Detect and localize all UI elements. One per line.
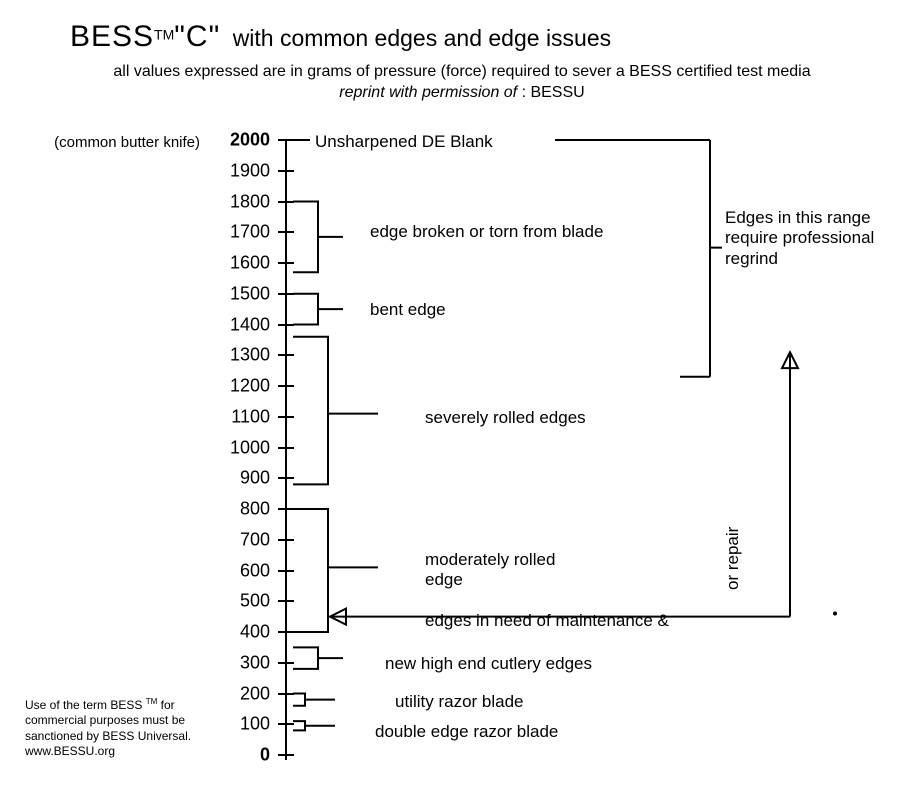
label-moderately-rolled: moderately rolled edge <box>425 550 555 591</box>
axis-tick-label: 200 <box>200 683 270 704</box>
axis-tick-label: 1600 <box>200 253 270 274</box>
axis-tick <box>278 754 294 756</box>
axis-tick <box>278 293 294 295</box>
axis-tick <box>278 477 294 479</box>
axis-tick <box>278 139 294 141</box>
axis-tick <box>278 539 294 541</box>
axis-tick-label: 1000 <box>200 437 270 458</box>
axis-tick-label: 600 <box>200 560 270 581</box>
axis-tick <box>278 447 294 449</box>
label-or-repair: or repair <box>723 527 743 590</box>
chart-subtitle: all values expressed are in grams of pre… <box>20 62 904 104</box>
axis-tick <box>278 600 294 602</box>
label-de-razor: double edge razor blade <box>375 722 558 742</box>
axis-tick <box>278 201 294 203</box>
axis-tick-label: 300 <box>200 652 270 673</box>
subtitle-reprint: reprint with permission of <box>339 84 517 101</box>
axis-tick <box>278 570 294 572</box>
axis-tick-label: 500 <box>200 591 270 612</box>
axis-tick-label: 1700 <box>200 222 270 243</box>
axis-tick-label: 700 <box>200 529 270 550</box>
label-edge-broken: edge broken or torn from blade <box>370 222 603 242</box>
label-bent-edge: bent edge <box>370 300 446 320</box>
axis-tick <box>278 662 294 664</box>
label-unsharpened: Unsharpened DE Blank <box>315 132 493 152</box>
axis-tick-label: 1100 <box>200 406 270 427</box>
label-severely-rolled: severely rolled edges <box>425 408 586 428</box>
axis-tick <box>278 354 294 356</box>
footer-note: Use of the term BESS TM for commercial p… <box>25 697 200 760</box>
axis-tick <box>278 231 294 233</box>
axis-tick-label: 1200 <box>200 376 270 397</box>
subtitle-source: : BESSU <box>517 84 585 101</box>
axis-tick-label: 1500 <box>200 283 270 304</box>
axis-tick-label: 1400 <box>200 314 270 335</box>
axis-tick <box>278 693 294 695</box>
axis-tick <box>278 631 294 633</box>
axis-tick <box>278 324 294 326</box>
axis-tick-label: 800 <box>200 499 270 520</box>
axis-tick <box>278 416 294 418</box>
label-utility-razor: utility razor blade <box>395 692 524 712</box>
label-new-cutlery: new high end cutlery edges <box>385 654 592 674</box>
label-maintenance: edges in need of maintenance & <box>425 611 669 631</box>
butter-knife-label: (common butter knife) <box>20 134 200 151</box>
axis-tick-label: 2000 <box>200 130 270 151</box>
axis-tick-label: 1800 <box>200 191 270 212</box>
axis-tick-label: 400 <box>200 622 270 643</box>
label-professional: Edges in this range require professional… <box>725 208 874 269</box>
title-quote: "C" <box>174 20 220 53</box>
axis-tick <box>278 385 294 387</box>
title-subtitle: with common edges and edge issues <box>233 25 611 51</box>
title-tm: TM <box>154 27 174 43</box>
axis-tick <box>278 262 294 264</box>
axis-tick <box>278 170 294 172</box>
chart-area: 2000190018001700160015001400130012001100… <box>0 130 924 780</box>
chart-header: BESSTM"C" with common edges and edge iss… <box>70 20 904 54</box>
axis-tick-label: 1300 <box>200 345 270 366</box>
axis-tick-label: 0 <box>200 745 270 766</box>
axis-tick-label: 100 <box>200 714 270 735</box>
axis-tick-label: 900 <box>200 468 270 489</box>
axis-tick <box>278 508 294 510</box>
axis-tick-label: 1900 <box>200 160 270 181</box>
subtitle-line1: all values expressed are in grams of pre… <box>20 62 904 83</box>
axis-tick <box>278 723 294 725</box>
title-main: BESS <box>70 20 154 53</box>
